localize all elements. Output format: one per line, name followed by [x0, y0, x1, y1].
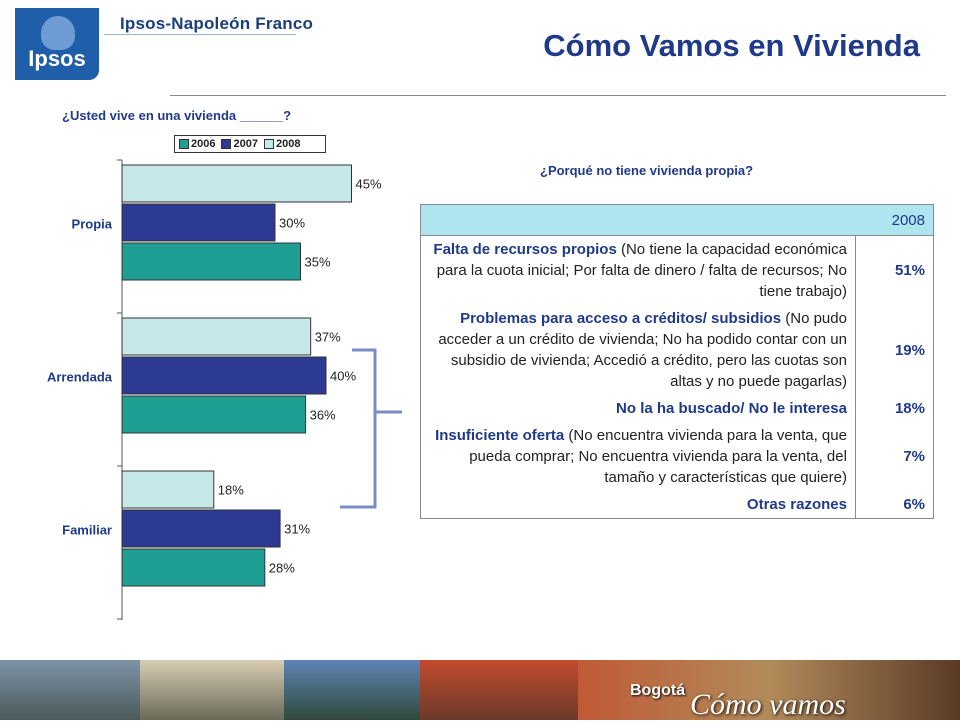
data-label-arrendada-2006: 36% — [310, 408, 336, 423]
reason-cell: Falta de recursos propios (No tiene la c… — [420, 235, 856, 305]
title-divider — [170, 95, 946, 96]
reason-title: Problemas para acceso a créditos/ subsid… — [460, 310, 782, 327]
reason-title: Otras razones — [746, 496, 847, 513]
footer-como-vamos: Cómo vamos — [690, 688, 846, 721]
bracket-connector — [340, 348, 402, 509]
bar-chart: 45% 30% 35% Propia 37% 40% 36% Arrendada 18% 31% 2… — [47, 159, 382, 620]
data-label-familiar-2007: 31% — [284, 522, 310, 537]
reason-title: Falta de recursos propios — [433, 241, 617, 258]
brand-name: Ipsos-Napoleón Franco — [120, 14, 314, 33]
table-row: Falta de recursos propios (No tiene la c… — [420, 235, 934, 305]
legend-swatch-2006 — [179, 139, 189, 149]
legend-swatch-2007 — [221, 139, 232, 149]
bar-propia-2006 — [121, 242, 301, 281]
category-label-propia: Propia — [72, 217, 113, 232]
legend-label-2008: 2008 — [275, 138, 301, 150]
page-title: Cómo Vamos en Vivienda — [543, 28, 920, 63]
ipsos-logo: Ipsos — [15, 8, 99, 80]
reason-detail: (No tiene la capacidad económica para la… — [436, 241, 847, 300]
bar-familiar-2008 — [121, 470, 215, 509]
bar-propia-2008 — [121, 164, 352, 203]
reason-percentage: 18% — [894, 400, 925, 417]
bar-propia-2007 — [121, 203, 276, 242]
reason-percentage: 6% — [903, 496, 925, 513]
photo-monserrate — [284, 660, 420, 720]
photo-bogota-como-vamos — [578, 660, 960, 720]
bar-arrendada-2006 — [121, 395, 307, 434]
reason-title: No la ha buscado/ No le interesa — [616, 400, 847, 417]
bar-familiar-2007 — [121, 509, 281, 548]
reason-cell: Problemas para acceso a créditos/ subsid… — [420, 305, 856, 395]
brand-underline — [104, 34, 296, 35]
reason-percentage: 19% — [894, 341, 925, 359]
data-label-propia-2006: 35% — [305, 255, 331, 270]
data-label-familiar-2006: 28% — [269, 561, 295, 576]
table-row: Insuficiente oferta (No encuentra vivien… — [420, 422, 934, 491]
reason-percentage: 51% — [894, 262, 925, 279]
table-row: Problemas para acceso a créditos/ subsid… — [420, 305, 934, 395]
question-left: ¿Usted vive en una vivienda ______? — [62, 108, 292, 123]
reason-percentage: 7% — [903, 448, 925, 465]
photo-strip — [0, 660, 960, 720]
table-year-header: 2008 — [420, 204, 934, 236]
photo-transmilenio — [420, 660, 578, 720]
reasons-table: 2008 Falta de recursos propios (No tiene… — [420, 204, 934, 519]
logo-figure-icon — [41, 16, 75, 50]
reason-title: Insuficiente oferta — [435, 427, 565, 444]
reason-detail: (No encuentra vivienda para la venta, qu… — [469, 427, 847, 486]
logo-text: Ipsos — [28, 46, 86, 71]
legend-item-2006: 2006 — [179, 138, 215, 150]
bar-familiar-2006 — [121, 548, 266, 587]
reason-cell: Insuficiente oferta (No encuentra vivien… — [420, 422, 856, 491]
data-label-arrendada-2008: 37% — [315, 330, 341, 345]
reason-cell: Otras razones — [420, 491, 856, 519]
table-row: Otras razones 6% — [420, 491, 934, 519]
data-label-familiar-2008: 18% — [218, 483, 244, 498]
legend-item-2007: 2007 — [221, 138, 258, 150]
data-label-arrendada-2007: 40% — [330, 369, 356, 384]
reason-cell: No la ha buscado/ No le interesa — [420, 395, 856, 422]
legend-swatch-2008 — [263, 139, 274, 149]
reason-detail: (No pudo acceder a un crédito de viviend… — [438, 310, 847, 390]
bar-arrendada-2007 — [121, 356, 327, 395]
category-label-familiar: Familiar — [62, 523, 112, 538]
legend-label-2007: 2007 — [233, 138, 258, 150]
legend-item-2008: 2008 — [263, 138, 301, 150]
photo-buildings — [140, 660, 284, 720]
bar-arrendada-2008 — [121, 317, 312, 356]
table-row: No la ha buscado/ No le interesa 18% — [420, 395, 934, 422]
data-label-propia-2007: 30% — [279, 216, 305, 231]
photo-city — [0, 660, 140, 720]
legend-label-2006: 2006 — [191, 138, 216, 150]
question-right: ¿Porqué no tiene vivienda propia? — [540, 163, 754, 178]
data-label-propia-2008: 45% — [356, 177, 382, 192]
footer-bogota: Bogotá — [630, 682, 686, 699]
chart-legend: 2006 2007 2008 — [174, 135, 326, 153]
category-label-arrendada: Arrendada — [47, 370, 113, 385]
